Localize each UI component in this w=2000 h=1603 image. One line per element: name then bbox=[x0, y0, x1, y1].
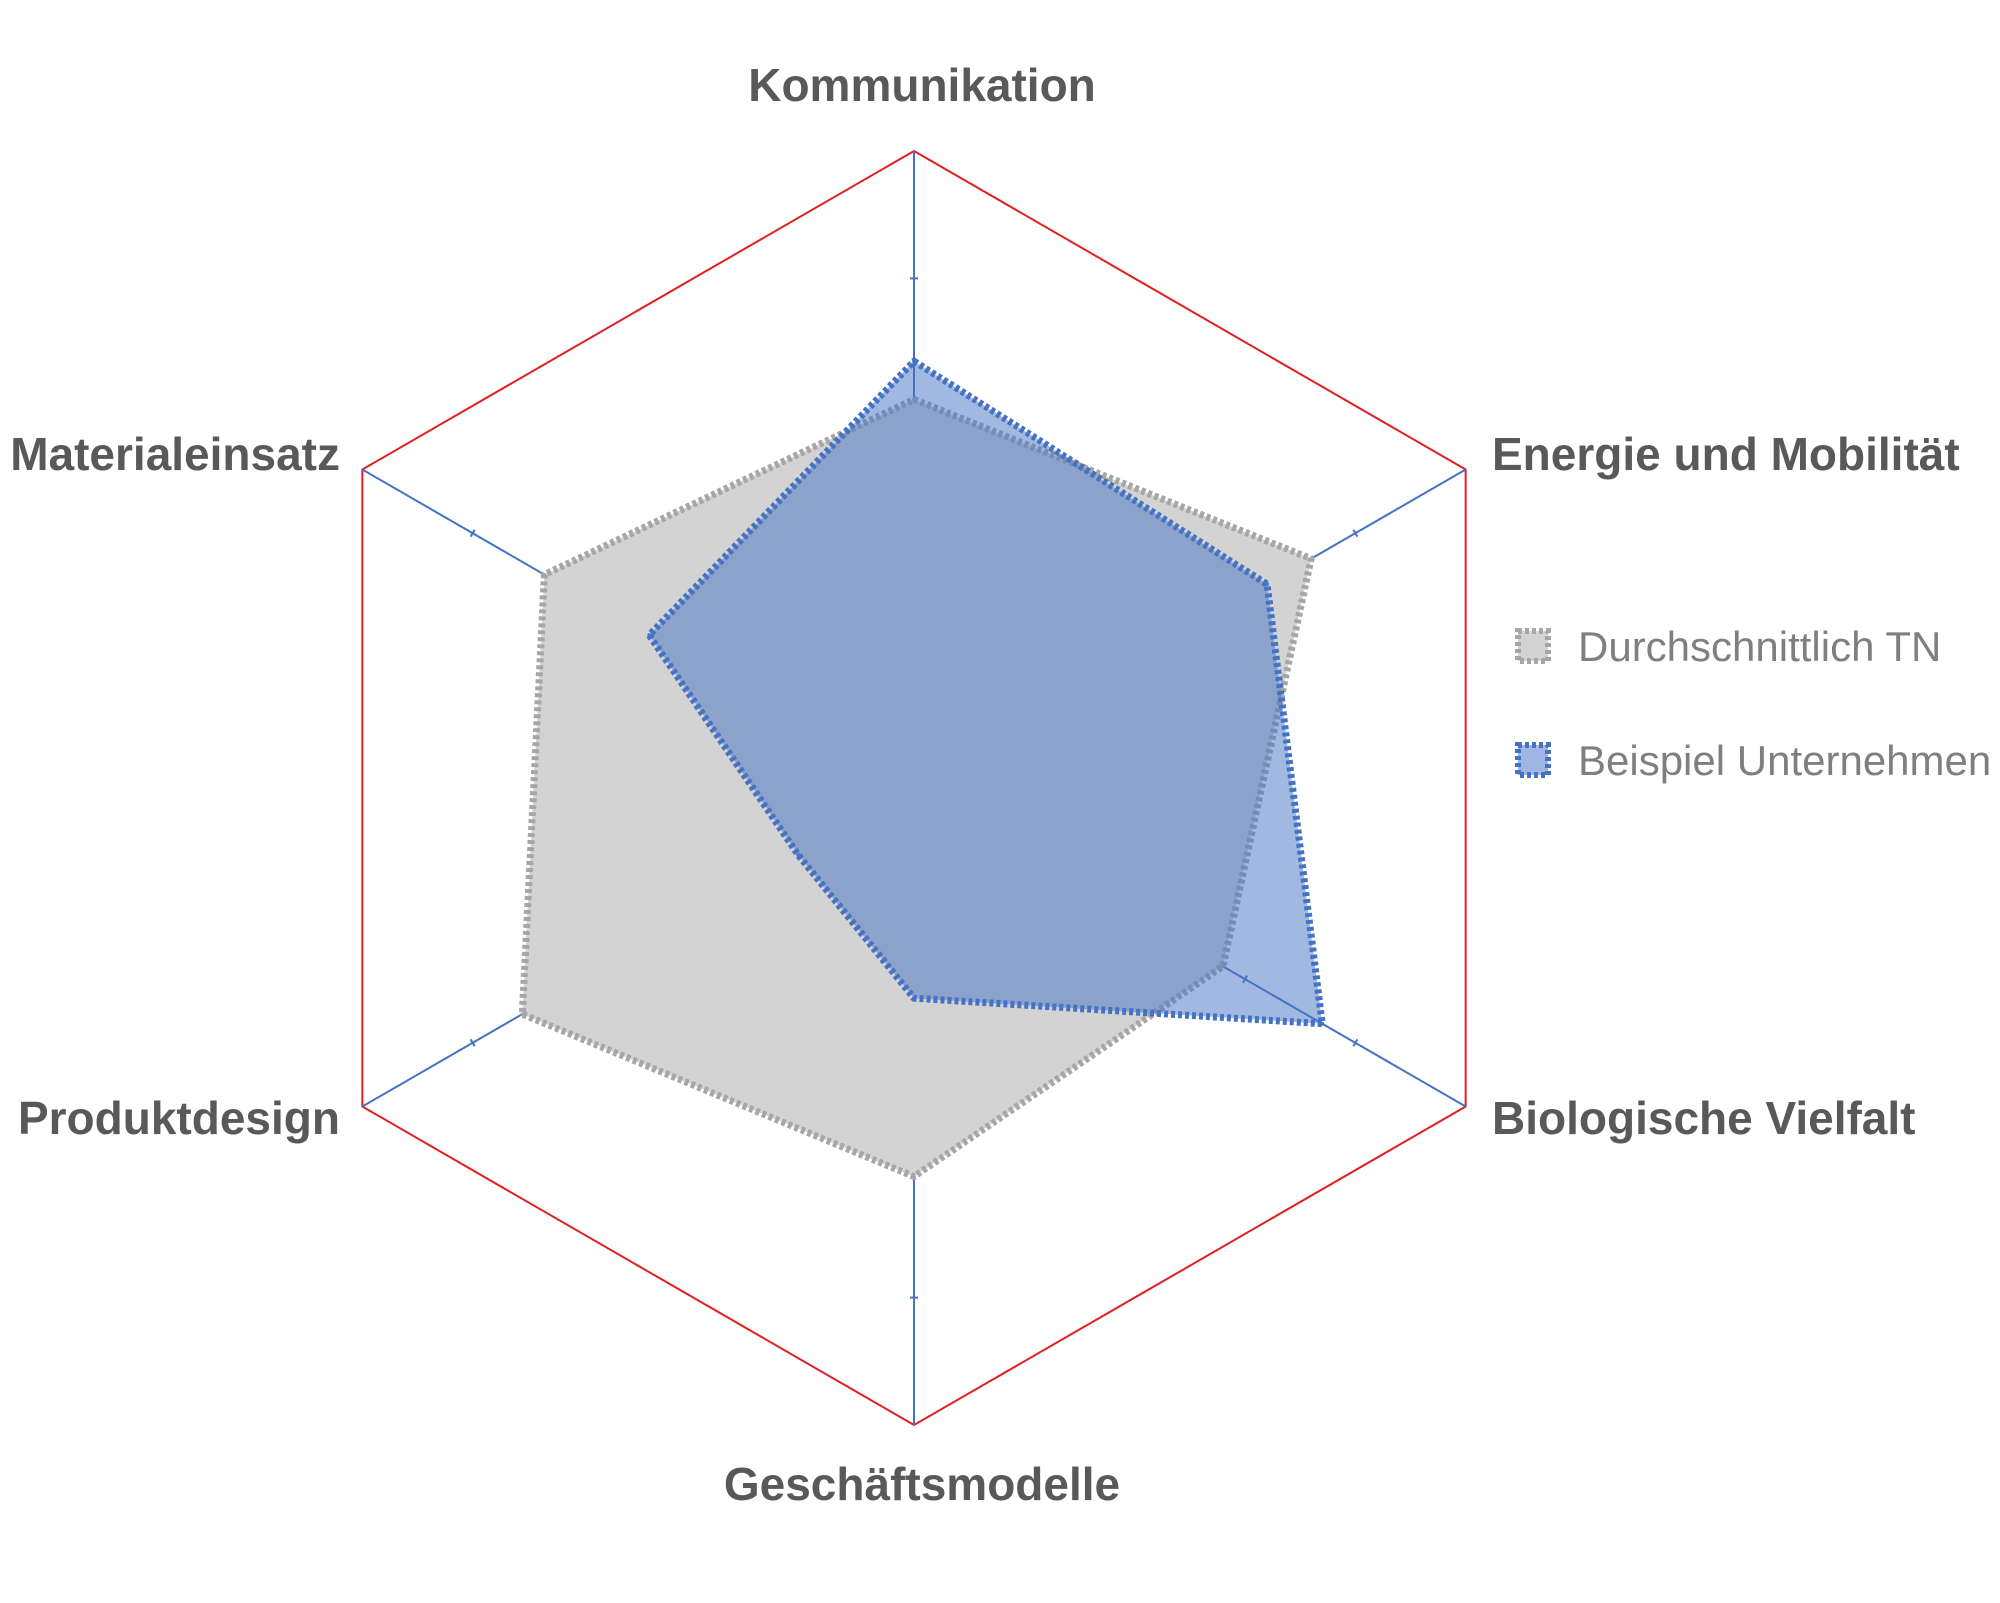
axis-label-geschaeftsmodelle: Geschäftsmodelle bbox=[724, 1458, 1120, 1510]
series-point-beispiel-unternehmen-geschaeftsmodelle bbox=[912, 996, 916, 1001]
series-point-durchschnittlich-tn-energie-und-mobilitaet bbox=[1309, 556, 1314, 561]
axis-tick-produktdesign bbox=[469, 1038, 476, 1047]
legend-swatch-durchschnittlich-tn bbox=[1515, 628, 1551, 664]
legend-swatch-beispiel-unternehmen bbox=[1515, 742, 1551, 778]
axis-labels: Kommunikation Energie und Mobilität Biol… bbox=[10, 59, 1959, 1510]
legend-label-beispiel-unternehmen: Beispiel Unternehmen bbox=[1578, 737, 1991, 784]
series-point-beispiel-unternehmen-kommunikation bbox=[912, 359, 916, 364]
axis-label-energie-und-mobilitaet: Energie und Mobilität bbox=[1492, 428, 1960, 480]
series-point-beispiel-unternehmen-biologische-vielfalt bbox=[1320, 1021, 1325, 1026]
axis-label-biologische-vielfalt: Biologische Vielfalt bbox=[1492, 1092, 1915, 1144]
legend-label-durchschnittlich-tn: Durchschnittlich TN bbox=[1578, 623, 1941, 670]
axis-label-kommunikation: Kommunikation bbox=[748, 59, 1096, 111]
legend-item-beispiel-unternehmen: Beispiel Unternehmen bbox=[1515, 737, 1991, 784]
series-point-beispiel-unternehmen-energie-und-mobilitaet bbox=[1265, 582, 1270, 587]
series-point-beispiel-unternehmen-materialeinsatz bbox=[647, 633, 652, 638]
series-areas bbox=[518, 357, 1326, 1181]
axis-label-produktdesign: Produktdesign bbox=[18, 1092, 340, 1144]
series-point-durchschnittlich-tn-geschaeftsmodelle bbox=[912, 1174, 916, 1179]
axis-tick-energie-und-mobilitaet bbox=[1352, 529, 1359, 538]
axis-label-materialeinsatz: Materialeinsatz bbox=[10, 428, 340, 480]
legend: Durchschnittlich TN Beispiel Unternehmen bbox=[1515, 623, 1991, 784]
legend-item-durchschnittlich-tn: Durchschnittlich TN bbox=[1515, 623, 1941, 670]
axis-tick-biologische-vielfalt bbox=[1352, 1038, 1359, 1047]
axis-tick-materialeinsatz bbox=[469, 529, 476, 538]
series-point-durchschnittlich-tn-materialeinsatz bbox=[542, 572, 547, 577]
series-point-beispiel-unternehmen-produktdesign bbox=[796, 852, 801, 857]
series-point-durchschnittlich-tn-produktdesign bbox=[520, 1012, 525, 1017]
